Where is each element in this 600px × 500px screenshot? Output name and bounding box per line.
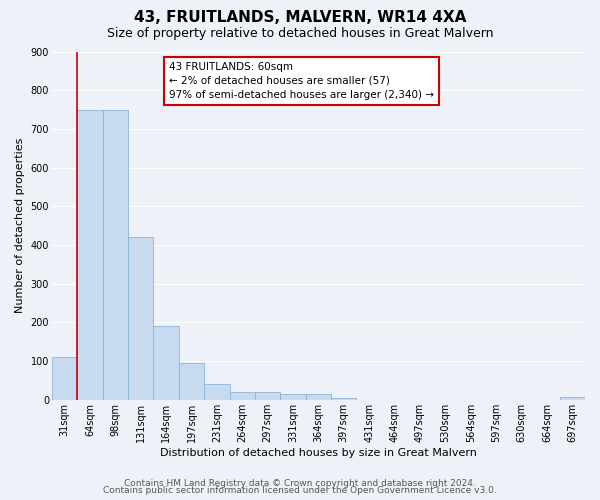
Text: Contains public sector information licensed under the Open Government Licence v3: Contains public sector information licen… (103, 486, 497, 495)
Bar (204, 384, 230, 400)
Bar (306, 394, 331, 400)
Bar (77, 110, 103, 400)
Bar (154, 326, 179, 400)
Text: Contains HM Land Registry data © Crown copyright and database right 2024.: Contains HM Land Registry data © Crown c… (124, 478, 476, 488)
Text: 43, FRUITLANDS, MALVERN, WR14 4XA: 43, FRUITLANDS, MALVERN, WR14 4XA (134, 10, 466, 25)
Bar (52, 357, 77, 400)
Bar (128, 238, 154, 400)
Text: 43 FRUITLANDS: 60sqm
← 2% of detached houses are smaller (57)
97% of semi-detach: 43 FRUITLANDS: 60sqm ← 2% of detached ho… (169, 62, 434, 100)
Bar (560, 396, 585, 400)
Text: Size of property relative to detached houses in Great Malvern: Size of property relative to detached ho… (107, 28, 493, 40)
X-axis label: Distribution of detached houses by size in Great Malvern: Distribution of detached houses by size … (160, 448, 477, 458)
Bar (280, 394, 306, 400)
Y-axis label: Number of detached properties: Number of detached properties (15, 138, 25, 314)
Bar (331, 398, 356, 400)
Bar (230, 392, 255, 400)
Bar (255, 392, 280, 400)
Bar (179, 363, 204, 400)
Bar (103, 110, 128, 400)
